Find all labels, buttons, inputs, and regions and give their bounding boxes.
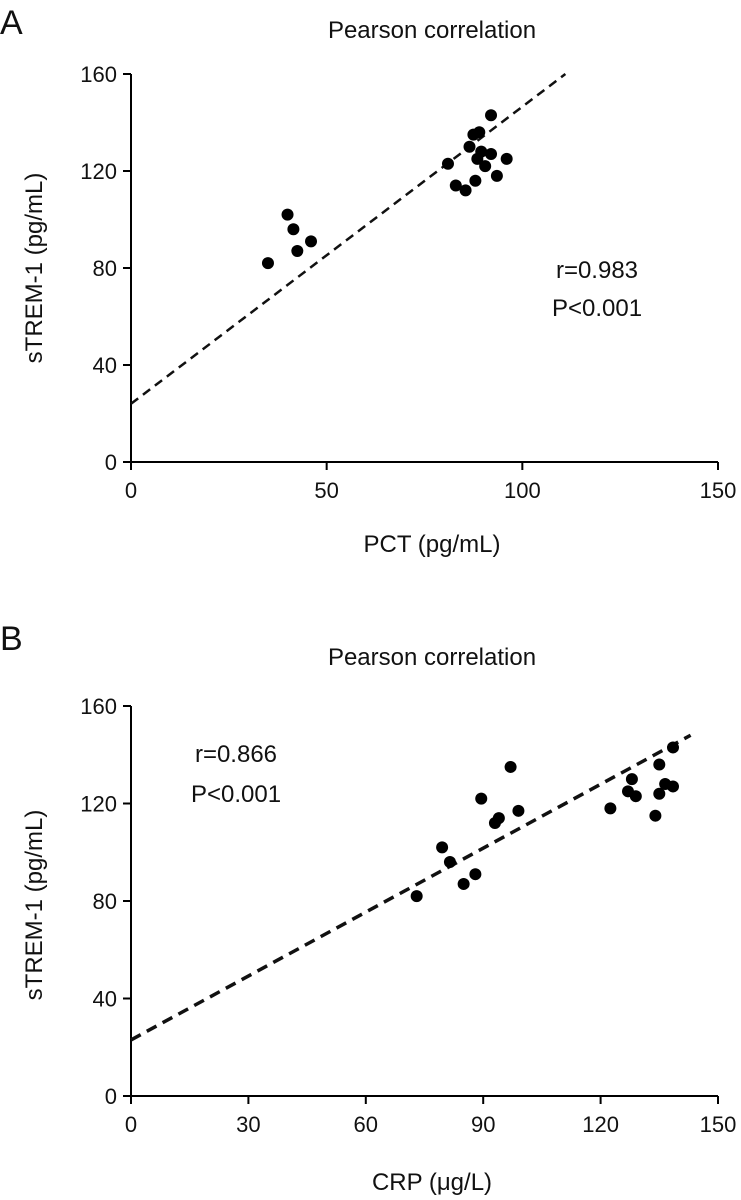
data-point [469, 868, 482, 881]
data-point [473, 126, 486, 139]
p-value-a: P<0.001 [552, 295, 642, 322]
data-point [441, 157, 454, 170]
data-point [475, 145, 488, 158]
data-point [512, 804, 525, 817]
data-point [281, 208, 294, 221]
ticks-b: 0 30 60 90 120 150 0 40 80 120 160 [80, 694, 736, 1137]
data-point [485, 148, 498, 161]
r-value-a: r=0.983 [556, 257, 638, 284]
data-point [410, 890, 423, 903]
ticks-a: 0 50 100 150 0 40 80 120 160 [80, 62, 736, 503]
y-tick-label: 0 [105, 1084, 117, 1109]
y-tick-label: 40 [93, 987, 117, 1012]
data-point [459, 184, 472, 197]
data-point [653, 787, 666, 800]
x-tick-label: 120 [582, 1112, 619, 1137]
data-point [504, 760, 517, 773]
data-point [490, 169, 503, 182]
y-tick-label: 120 [80, 792, 117, 817]
regression-line-a [130, 73, 567, 405]
data-point [666, 741, 679, 754]
x-tick-label: 30 [236, 1112, 260, 1137]
panel-letter-a: A [0, 4, 23, 42]
data-point [500, 152, 513, 165]
points-a [261, 109, 513, 270]
data-point [291, 245, 304, 258]
y-tick-label: 40 [93, 353, 117, 378]
data-point [469, 174, 482, 187]
x-tick-label: 150 [700, 478, 737, 503]
y-axis-label-a: sTREM-1 (pg/mL) [21, 173, 48, 364]
data-point [261, 257, 274, 270]
data-point [604, 802, 617, 815]
y-axis-label-b: sTREM-1 (pg/mL) [21, 810, 48, 1001]
panel-letter-b: B [0, 620, 23, 658]
data-point [649, 809, 662, 822]
data-point [457, 877, 470, 890]
data-point [629, 790, 642, 803]
data-point [449, 179, 462, 192]
data-point [666, 780, 679, 793]
data-point [305, 235, 318, 248]
y-tick-label: 0 [105, 450, 117, 475]
x-axis-label-b: CRP (μg/L) [372, 1169, 492, 1196]
data-point [485, 109, 498, 122]
x-axis-label-a: PCT (pg/mL) [364, 531, 501, 558]
x-tick-label: 0 [125, 1112, 137, 1137]
x-tick-label: 150 [700, 1112, 737, 1137]
data-point [479, 160, 492, 173]
data-point [463, 140, 476, 153]
regression-line-b [130, 733, 692, 1042]
x-tick-label: 90 [471, 1112, 495, 1137]
panel-a: A Pearson correlation 0 50 100 150 0 40 80 120 1… [0, 4, 736, 558]
points-b [410, 741, 679, 903]
y-tick-label: 120 [80, 159, 117, 184]
data-point [625, 773, 638, 786]
data-point [436, 841, 449, 854]
panel-b: B Pearson correlation 0 30 60 90 120 150 0 40 80… [0, 620, 736, 1196]
x-tick-label: 100 [504, 478, 541, 503]
chart-title-b: Pearson correlation [328, 644, 536, 671]
x-tick-label: 60 [354, 1112, 378, 1137]
y-tick-label: 80 [93, 256, 117, 281]
data-point [492, 812, 505, 825]
p-value-b: P<0.001 [191, 781, 281, 808]
data-point [287, 223, 300, 236]
data-point [653, 758, 666, 771]
y-tick-label: 80 [93, 889, 117, 914]
data-point [475, 792, 488, 805]
x-tick-label: 50 [314, 478, 338, 503]
y-tick-label: 160 [80, 694, 117, 719]
data-point [443, 856, 456, 868]
r-value-b: r=0.866 [195, 741, 277, 768]
y-tick-label: 160 [80, 62, 117, 87]
chart-title-a: Pearson correlation [328, 17, 536, 44]
x-tick-label: 0 [125, 478, 137, 503]
